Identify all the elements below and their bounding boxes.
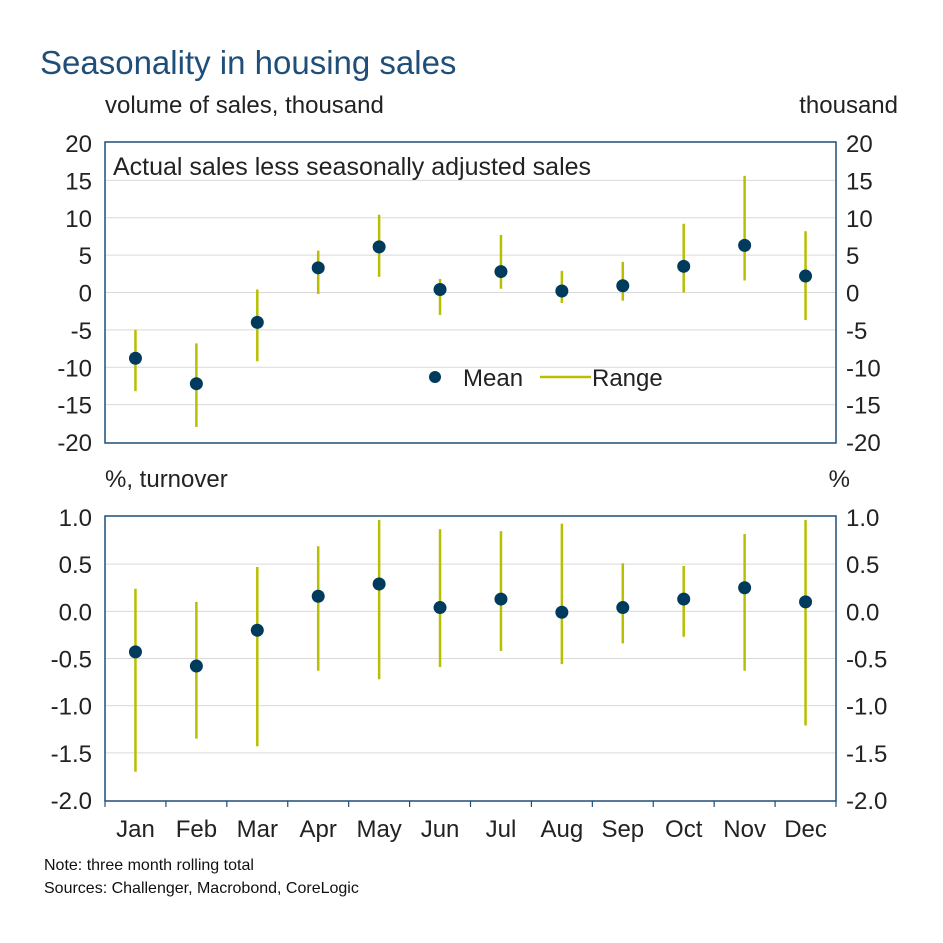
y-tick-label-right: 1.0: [846, 505, 879, 532]
x-tick-label: Jun: [421, 816, 460, 843]
mean-point-oct: [677, 592, 691, 606]
mean-point-nov: [738, 581, 752, 595]
chart-title: Seasonality in housing sales: [40, 44, 456, 81]
top-panel: 20 20 15 15 10 10 5 5 0 0 -5 -5 -10 -10 -15 -15 -20 -20 Ac…: [57, 131, 880, 457]
legend-mean-marker: [429, 371, 441, 383]
y-tick-label-right: -15: [846, 393, 881, 420]
mean-point-jun: [433, 283, 447, 297]
x-tick-label: Dec: [784, 816, 827, 843]
note: Note: three month rolling total: [44, 857, 254, 874]
mean-point-jan: [128, 351, 142, 365]
y-tick-label-left: 5: [79, 243, 92, 270]
bottom-panel: 1.0 1.0 0.5 0.5 0.0 0.0 -0.5 -0.5 -1.0 -1.0 -1.5 -1…: [51, 505, 888, 843]
top-left-axis-label: volume of sales, thousand: [105, 92, 384, 119]
mean-point-apr: [311, 261, 325, 275]
y-tick-label-left: 1.0: [59, 505, 92, 532]
y-tick-label-left: -10: [57, 355, 92, 382]
mean-point-jan: [128, 645, 142, 659]
y-tick-label-left: -0.5: [51, 647, 92, 674]
y-tick-label-right: -5: [846, 318, 867, 345]
y-tick-label-right: 15: [846, 168, 873, 195]
plot-frame: [104, 141, 837, 444]
mean-point-mar: [250, 315, 264, 329]
bottom-left-axis-label: %, turnover: [105, 466, 228, 493]
mean-point-may: [372, 240, 386, 254]
mean-point-jul: [494, 265, 508, 279]
y-tick-label-left: -1.5: [51, 741, 92, 768]
mean-point-sep: [616, 279, 630, 293]
x-tick-label: Sep: [601, 816, 644, 843]
x-tick-label: Mar: [237, 816, 278, 843]
mean-point-aug: [555, 605, 569, 619]
sources: Sources: Challenger, Macrobond, CoreLogi…: [44, 880, 359, 897]
x-tick-label: Jul: [486, 816, 517, 843]
mean-point-apr: [311, 589, 325, 603]
mean-point-jun: [433, 601, 447, 615]
y-tick-label-left: -15: [57, 393, 92, 420]
y-tick-label-left: 0.5: [59, 552, 92, 579]
y-tick-label-right: -10: [846, 355, 881, 382]
bottom-right-axis-label: %: [829, 466, 850, 493]
mean-point-sep: [616, 601, 630, 615]
mean-point-nov: [738, 238, 752, 252]
y-tick-label-right: 0.5: [846, 552, 879, 579]
mean-point-dec: [799, 269, 813, 283]
y-tick-label-left: 15: [65, 168, 92, 195]
top-right-axis-label: thousand: [799, 92, 898, 119]
y-tick-label-right: 20: [846, 131, 873, 158]
mean-point-may: [372, 577, 386, 591]
mean-point-feb: [189, 659, 203, 673]
y-tick-label-right: -0.5: [846, 647, 887, 674]
x-tick-label: Feb: [176, 816, 217, 843]
mean-point-feb: [189, 377, 203, 391]
mean-point-jul: [494, 592, 508, 606]
legend-range-label: Range: [592, 365, 663, 392]
mean-point-dec: [799, 595, 813, 609]
y-tick-label-right: -1.0: [846, 694, 887, 721]
legend-mean-label: Mean: [463, 365, 523, 392]
y-tick-label-left: -2.0: [51, 788, 92, 815]
x-tick-label: May: [356, 816, 401, 843]
y-tick-label-left: 0: [79, 281, 92, 308]
mean-point-mar: [250, 623, 264, 637]
y-tick-label-right: 0: [846, 281, 859, 308]
y-tick-label-left: 20: [65, 131, 92, 158]
legend: Mean Range: [429, 365, 663, 392]
y-tick-label-right: 5: [846, 243, 859, 270]
y-tick-label-right: 0.0: [846, 599, 879, 626]
y-tick-label-left: -20: [57, 430, 92, 457]
mean-point-oct: [677, 259, 691, 273]
y-tick-label-right: -1.5: [846, 741, 887, 768]
x-tick-label: Jan: [116, 816, 155, 843]
x-tick-label: Apr: [300, 816, 337, 843]
x-tick-label: Aug: [541, 816, 584, 843]
chart-annotation: Actual sales less seasonally adjusted sa…: [113, 153, 591, 181]
x-tick-label: Nov: [723, 816, 766, 843]
y-tick-label-right: -20: [846, 430, 881, 457]
y-tick-label-left: 10: [65, 206, 92, 233]
y-tick-label-left: -1.0: [51, 694, 92, 721]
y-tick-label-left: -5: [71, 318, 92, 345]
y-tick-label-right: 10: [846, 206, 873, 233]
x-tick-label: Oct: [665, 816, 703, 843]
y-tick-label-left: 0.0: [59, 599, 92, 626]
y-tick-label-right: -2.0: [846, 788, 887, 815]
mean-point-aug: [555, 284, 569, 298]
